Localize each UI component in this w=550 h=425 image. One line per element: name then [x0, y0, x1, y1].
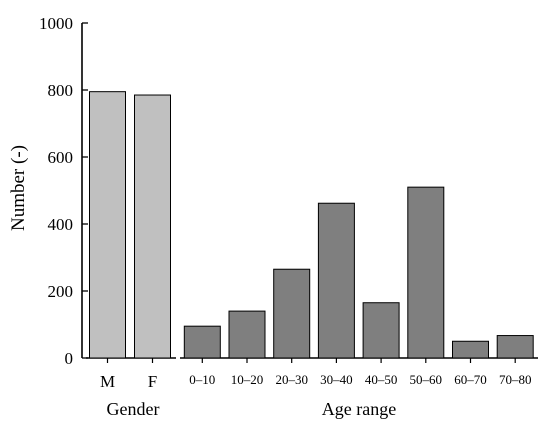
bar — [89, 91, 126, 359]
bar — [134, 94, 171, 359]
y-axis-label: Number (-) — [8, 145, 29, 231]
y-tick-label: 0 — [65, 349, 74, 368]
bars — [86, 91, 538, 359]
y-tick-label: 1000 — [39, 14, 73, 33]
x-tick-label: 10–20 — [231, 372, 264, 387]
y-tick-label: 600 — [48, 148, 74, 167]
x-tick-label: 30–40 — [320, 372, 353, 387]
x-tick-label: 60–70 — [454, 372, 487, 387]
x-tick-label: 70–80 — [499, 372, 532, 387]
y-ticks: 0 200 400 600 800 1000 — [39, 14, 88, 368]
x-tick-labels: M F 0–10 10–20 20–30 30–40 40–50 50–60 60–70 70–8… — [100, 358, 532, 391]
x-tick-label: 0–10 — [189, 372, 215, 387]
bar — [362, 302, 400, 359]
bar — [317, 202, 355, 359]
y-tick-label: 800 — [48, 81, 74, 100]
bar — [183, 325, 221, 359]
x-tick-label: 40–50 — [365, 372, 398, 387]
x-tick-label: M — [100, 372, 115, 391]
x-tick-label: 20–30 — [275, 372, 308, 387]
y-tick-label: 400 — [48, 215, 74, 234]
bar — [496, 335, 534, 359]
bar — [407, 186, 445, 359]
x-tick-label: 50–60 — [410, 372, 443, 387]
group-label-gender: Gender — [107, 399, 160, 419]
bar — [228, 310, 266, 359]
bar — [452, 340, 489, 359]
bar — [273, 268, 311, 359]
y-tick-label: 200 — [48, 282, 74, 301]
group-label-age-range: Age range — [322, 399, 396, 419]
x-tick-label: F — [148, 372, 157, 391]
